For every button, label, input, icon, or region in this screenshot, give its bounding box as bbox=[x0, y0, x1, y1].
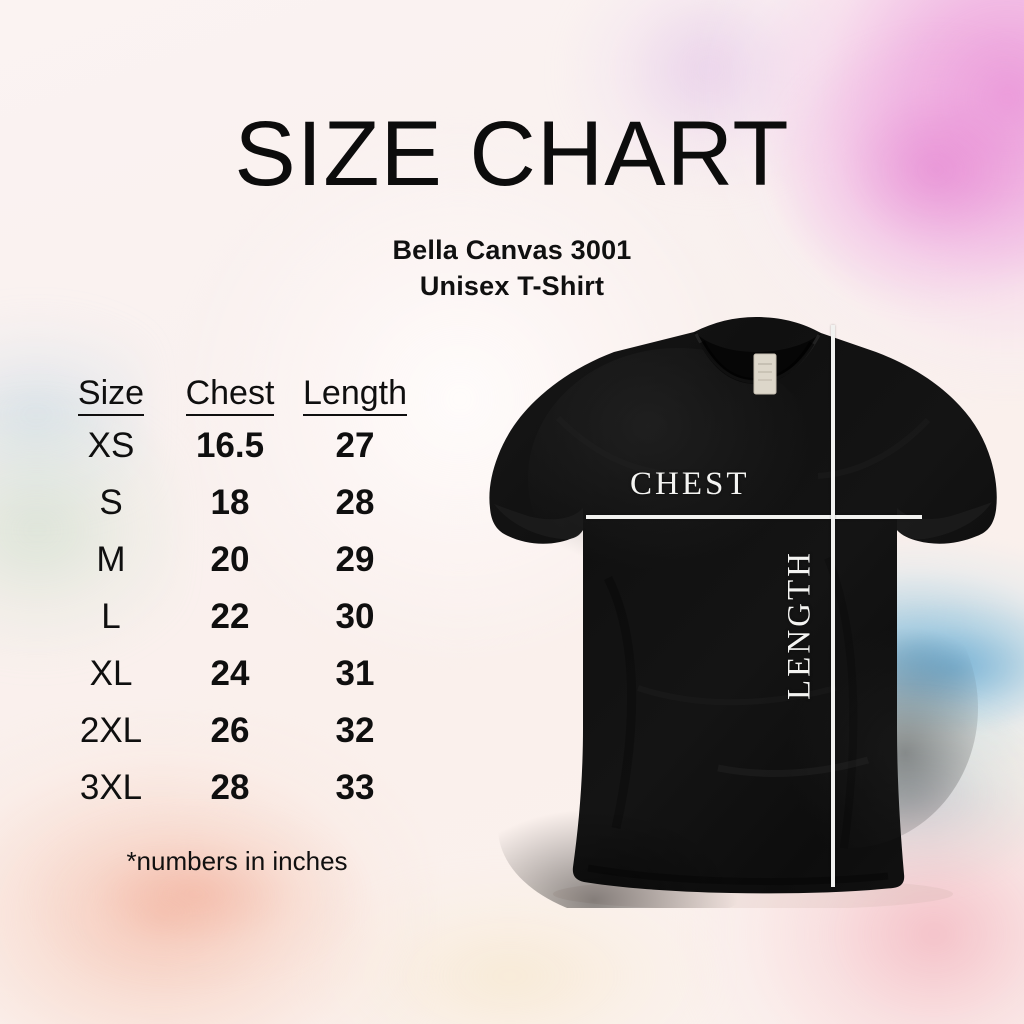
table-header-row: Size Chest Length bbox=[52, 374, 422, 426]
tshirt-illustration bbox=[489, 317, 997, 908]
shirt-shoulder-fold-right bbox=[817, 417, 931, 479]
cell-chest: 24 bbox=[210, 654, 250, 693]
cell-size: S bbox=[99, 483, 123, 522]
column-header-length: Length bbox=[303, 374, 407, 416]
cell-length: 28 bbox=[335, 483, 375, 522]
cell-chest: 26 bbox=[210, 711, 250, 750]
table-row: XL 24 31 bbox=[52, 654, 422, 711]
shirt-hem-shadow bbox=[587, 864, 889, 886]
cell-chest: 28 bbox=[210, 768, 250, 807]
cell-length: 27 bbox=[335, 426, 375, 465]
table-row: L 22 30 bbox=[52, 597, 422, 654]
brand-label-icon bbox=[753, 353, 777, 395]
table-row: XS 16.5 27 bbox=[52, 426, 422, 483]
shirt-fold-left bbox=[603, 575, 637, 829]
cell-length: 30 bbox=[335, 597, 375, 636]
chest-measurement-line bbox=[586, 515, 922, 519]
column-header-chest-cell: Chest bbox=[170, 374, 290, 416]
tshirt-photo bbox=[488, 308, 1024, 908]
shirt-fold-mid bbox=[717, 756, 869, 778]
table-row: S 18 28 bbox=[52, 483, 422, 540]
cell-size: 3XL bbox=[79, 768, 143, 807]
subtitle-line-product: Bella Canvas 3001 bbox=[392, 235, 632, 265]
cell-length: 32 bbox=[335, 711, 375, 750]
cell-size: XL bbox=[89, 654, 133, 693]
shirt-shadow-lower-left bbox=[498, 733, 798, 908]
size-table: Size Chest Length XS 16.5 27 S 18 28 M 2… bbox=[52, 374, 422, 825]
shirt-sheen-upper bbox=[528, 348, 828, 608]
shirt-sleeve-right-cuff bbox=[897, 502, 992, 540]
cell-length: 31 bbox=[335, 654, 375, 693]
shirt-shoulder-fold-left bbox=[555, 415, 685, 479]
cell-size: M bbox=[96, 540, 126, 579]
product-subtitle: Bella Canvas 3001 Unisex T-Shirt bbox=[0, 232, 1024, 305]
table-row: M 20 29 bbox=[52, 540, 422, 597]
table-row: 2XL 26 32 bbox=[52, 711, 422, 768]
shirt-sheen-lower bbox=[718, 568, 978, 848]
cell-length: 33 bbox=[335, 768, 375, 807]
length-measurement-label: LENGTH bbox=[781, 550, 818, 700]
length-measurement-line bbox=[831, 325, 835, 887]
column-header-size: Size bbox=[77, 374, 145, 416]
cell-chest: 22 bbox=[210, 597, 250, 636]
cell-chest: 20 bbox=[210, 540, 250, 579]
chest-measurement-label: CHEST bbox=[630, 466, 750, 502]
column-header-length-cell: Length bbox=[290, 374, 420, 416]
column-header-chest: Chest bbox=[185, 374, 275, 416]
column-header-size-cell: Size bbox=[52, 374, 170, 416]
units-footnote: *numbers in inches bbox=[126, 846, 348, 876]
table-row: 3XL 28 33 bbox=[52, 768, 422, 825]
cell-size: L bbox=[101, 597, 121, 636]
page-title: SIZE CHART bbox=[234, 103, 790, 205]
shirt-fold-right bbox=[824, 556, 858, 849]
cell-size: 2XL bbox=[79, 711, 143, 750]
cell-chest: 18 bbox=[210, 483, 250, 522]
subtitle-line-style: Unisex T-Shirt bbox=[419, 271, 605, 302]
cell-size: XS bbox=[87, 426, 135, 465]
cell-length: 29 bbox=[335, 540, 375, 579]
shirt-sleeve-left-cuff bbox=[494, 504, 583, 540]
cell-chest: 16.5 bbox=[195, 426, 265, 465]
shirt-fold-waist bbox=[637, 685, 837, 706]
